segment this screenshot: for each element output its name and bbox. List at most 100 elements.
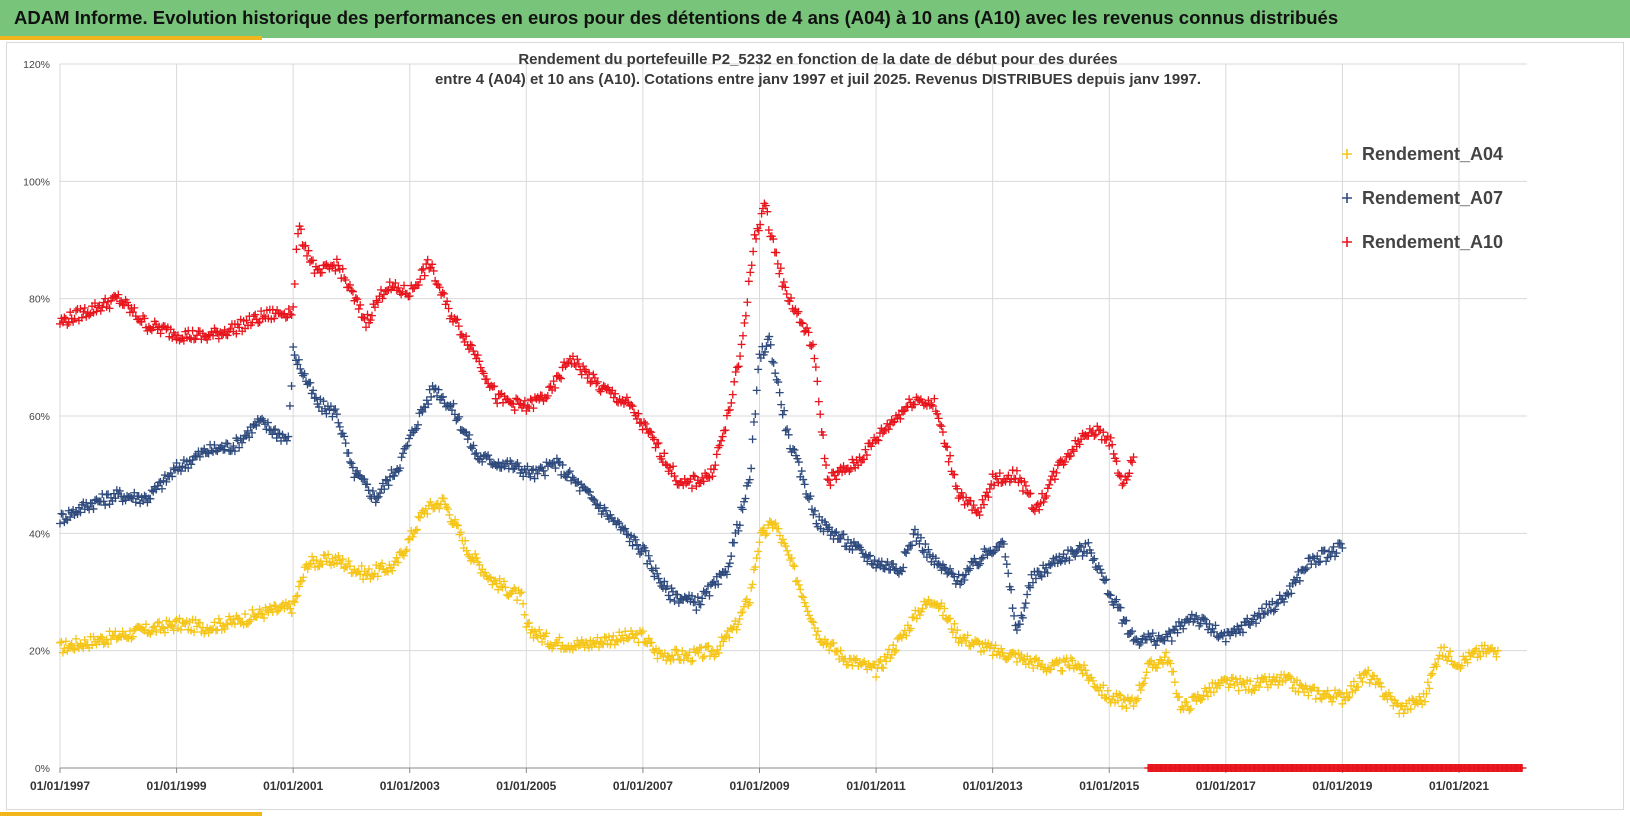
rendement-a04-point [334,551,343,560]
rendement-a04-point [402,545,411,554]
rendement-a04-point [190,628,199,637]
rendement-a07-point [999,540,1008,549]
rendement-a07-point [58,510,67,519]
rendement-a07-point [328,412,337,421]
rendement-a04-point [273,607,282,616]
rendement-a07-point [376,489,385,498]
rendement-a04-point [612,636,621,645]
rendement-a04-point [408,532,417,541]
rendement-a10-point [995,469,1004,478]
rendement-a07-point [530,474,539,483]
rendement-a07-point [335,422,344,431]
rendement-a04-point [962,636,971,645]
rendement-a07-point [437,393,446,402]
rendement-a04-point [166,620,175,629]
rendement-a10-point [779,278,788,287]
rendement-a07-point [230,447,239,456]
rendement-a04-point [111,627,120,636]
rendement-a07-point [558,460,567,469]
rendement-a07-point [271,425,280,434]
rendement-a10-point [589,370,598,379]
rendement-a10-point [546,382,555,391]
rendement-a10-point [1061,457,1070,466]
rendement-a07-point [765,332,774,341]
rendement-a07-point [727,552,736,561]
rendement-a10-point [823,475,832,484]
rendement-a10-point [627,400,636,409]
rendement-a07-point [692,606,701,615]
rendement-a07-point [1002,560,1011,569]
rendement-a07-point [1072,547,1081,556]
rendement-a07-point [1287,589,1296,598]
header-bar: ADAM Informe. Evolution historique des p… [0,0,1630,38]
rendement-a04-point [128,632,137,641]
rendement-a10-point [711,461,720,470]
rendement-a10-point [859,455,868,464]
rendement-a10-point [1068,445,1077,454]
rendement-a04-point [499,577,508,586]
rendement-a07-point [1338,544,1347,552]
rendement-a10-point [1045,480,1054,489]
rendement-a07-point [1087,549,1096,558]
y-tick-label: 40% [29,528,50,540]
rendement-a07-point [1205,620,1214,629]
rendement-a07-point [1128,627,1137,636]
rendement-a04-point [1365,678,1374,687]
rendement-a07-point [654,574,663,583]
rendement-a10-point [669,462,678,471]
rendement-a10-point [941,442,950,451]
rendement-a10-point [715,441,724,450]
rendement-a10-point [709,465,718,474]
rendement-a04-point [1132,696,1141,705]
rendement-a07-point [1136,639,1145,648]
rendement-a07-point [1246,621,1255,630]
rendement-a07-point [774,378,783,387]
rendement-a10-point [334,261,343,270]
rendement-a07-point [1020,603,1029,612]
rendement-a04-point [707,647,716,656]
rendement-a10-point [301,241,310,250]
rendement-a10-point [476,363,485,372]
rendement-a10-point [1018,486,1027,495]
rendement-a07-point [312,393,321,402]
rendement-a04-point [77,642,86,651]
rendement-a07-point [883,558,892,567]
rendement-a10-point [346,280,354,289]
rendement-a04-point [337,559,346,568]
rendement-a07-point [364,486,373,495]
rendement-a07-point [314,402,323,411]
rendement-a07-point [1301,565,1310,574]
rendement-a10-point [810,354,819,363]
rendement-a04-point [963,631,972,640]
rendement-a07-point [903,545,912,554]
rendement-a04-point [1224,683,1233,692]
rendement-a07-point [848,545,857,554]
rendement-a07-point [259,416,268,425]
rendement-a04-point [950,619,959,628]
rendement-a07-point [734,526,743,535]
rendement-a07-point [235,443,244,452]
x-tick-label: 01/01/2019 [1312,779,1372,793]
rendement-a04-point [492,579,501,588]
rendement-a04-point [852,654,861,663]
rendement-a04-point [679,656,688,665]
rendement-a10-point [232,329,241,338]
rendement-a10-point [846,465,855,474]
rendement-a10-point [251,310,260,319]
rendement-a10-point [286,310,295,319]
rendement-a04-point [1147,656,1156,665]
rendement-a10-point [70,314,79,323]
rendement-a07-point [1201,615,1210,624]
rendement-a10-point [816,410,825,419]
rendement-a04-point [1080,661,1089,670]
rendement-a04-point [1420,697,1429,706]
rendement-a07-point [849,537,858,546]
rendement-a07-point [783,425,792,434]
rendement-a04-point [1029,663,1038,672]
rendement-a04-point [851,656,860,665]
rendement-a07-point [794,458,803,467]
rendement-a07-point [1126,629,1135,638]
rendement-a10-point [740,319,749,328]
rendement-a10-point [966,496,975,505]
rendement-a04-point [800,598,809,607]
